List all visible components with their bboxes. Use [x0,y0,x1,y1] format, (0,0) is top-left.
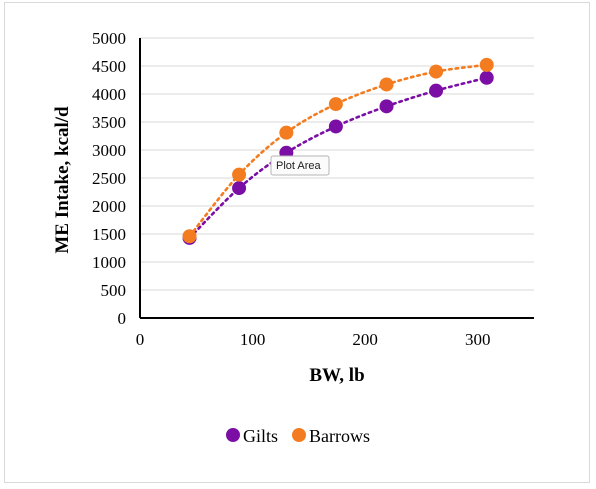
data-point-gilts[interactable] [479,70,494,85]
x-tick-label: 300 [465,330,491,349]
y-tick-label: 500 [101,281,127,300]
y-tick-label: 1500 [92,225,126,244]
legend-item-gilts[interactable]: Gilts [226,426,278,446]
data-point-gilts[interactable] [379,99,394,114]
grid-layer [140,37,534,291]
data-point-gilts[interactable] [429,83,444,98]
y-axis-title: ME Intake, kcal/d [52,106,73,254]
axis-layer: 0500100015002000250030003500400045005000… [92,29,534,349]
y-tick-label: 2000 [92,197,126,216]
series-layer[interactable] [182,57,494,245]
legend: Gilts Barrows [226,426,370,446]
x-tick-label: 100 [240,330,266,349]
series-barrows[interactable] [182,57,494,244]
chart-frame [4,2,590,483]
data-point-barrows[interactable] [182,229,197,244]
tooltip-label: Plot Area [276,160,322,172]
legend-label-barrows: Barrows [309,426,370,446]
legend-item-barrows[interactable]: Barrows [292,426,370,446]
data-point-barrows[interactable] [429,64,444,79]
y-tick-label: 0 [118,309,127,328]
data-point-gilts[interactable] [232,181,247,196]
legend-marker-gilts [226,428,240,442]
data-point-barrows[interactable] [328,97,343,112]
x-tick-label: 0 [136,330,145,349]
y-tick-label: 3000 [92,141,126,160]
tooltip-box [270,155,330,176]
data-point-barrows[interactable] [279,125,294,140]
data-point-gilts[interactable] [328,119,343,134]
legend-marker-barrows [292,428,306,442]
y-tick-label: 5000 [92,29,126,48]
data-point-barrows[interactable] [479,57,494,72]
plot-area-tooltip: Plot Area [270,155,330,176]
y-tick-label: 4000 [92,85,126,104]
data-point-barrows[interactable] [232,167,247,182]
legend-label-gilts: Gilts [243,426,278,446]
y-tick-label: 1000 [92,253,126,272]
y-tick-label: 2500 [92,169,126,188]
y-tick-label: 4500 [92,57,126,76]
data-point-barrows[interactable] [379,77,394,92]
y-tick-label: 3500 [92,113,126,132]
x-tick-label: 200 [352,330,378,349]
x-axis-title: BW, lb [309,365,364,386]
series-gilts[interactable] [182,70,494,245]
